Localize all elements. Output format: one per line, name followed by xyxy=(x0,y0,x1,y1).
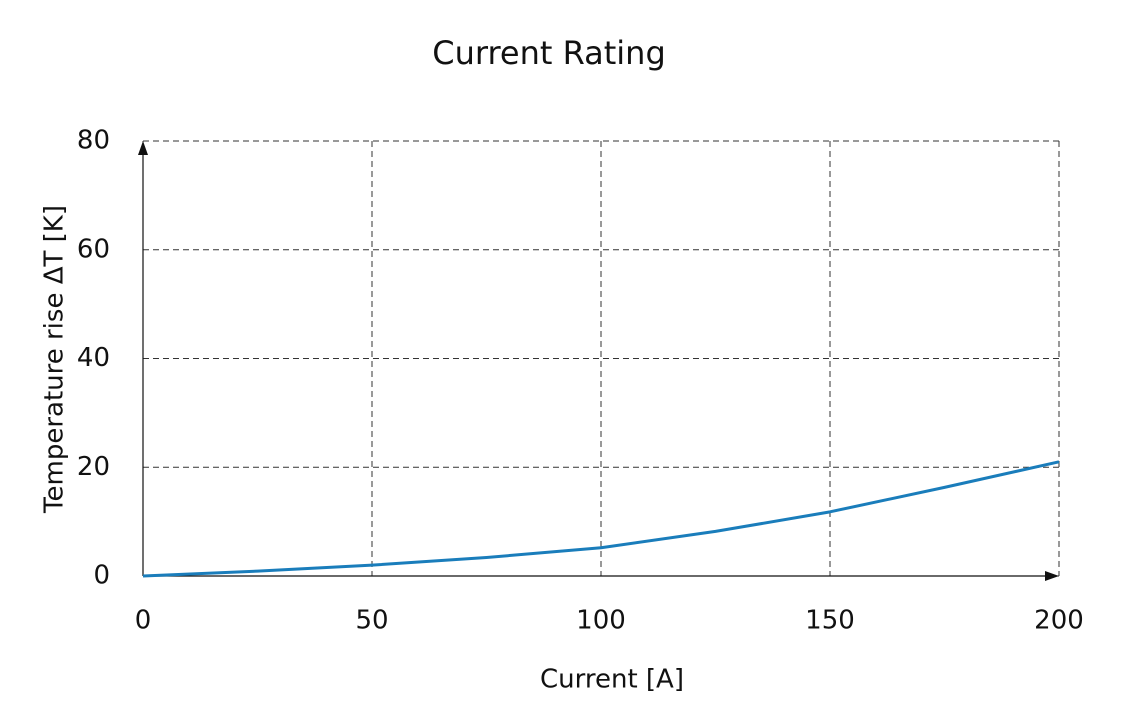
x-tick-label: 50 xyxy=(355,606,388,636)
y-tick-label: 20 xyxy=(77,452,110,482)
y-axis-arrow xyxy=(138,141,148,155)
y-tick-label: 40 xyxy=(77,343,110,373)
x-tick-label: 100 xyxy=(576,606,626,636)
data-line xyxy=(142,460,1060,578)
x-tick-label: 0 xyxy=(135,606,152,636)
grid xyxy=(142,140,1060,577)
x-tick-label: 200 xyxy=(1034,606,1084,636)
x-axis-label: Current [A] xyxy=(540,665,684,695)
x-axis-arrow xyxy=(1045,571,1059,581)
x-tick-label: 150 xyxy=(805,606,855,636)
y-tick-label: 60 xyxy=(77,234,110,264)
y-tick-label: 80 xyxy=(77,126,110,156)
chart-title: Current Rating xyxy=(432,34,666,72)
y-tick-label: 0 xyxy=(93,561,110,591)
y-axis-label: Temperature rise ΔT [K] xyxy=(40,205,70,514)
